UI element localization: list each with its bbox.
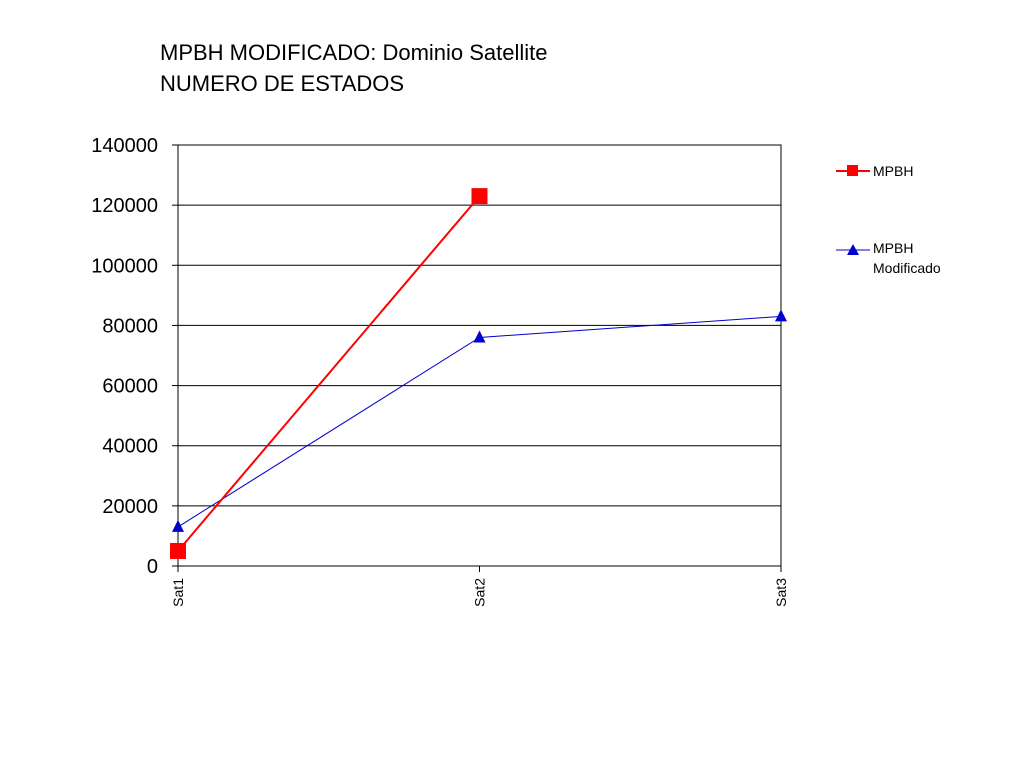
y-tick-label: 80000 bbox=[102, 315, 158, 337]
x-tick-label: Sat2 bbox=[472, 578, 488, 607]
chart-title-line-2: NUMERO DE ESTADOS bbox=[160, 71, 405, 96]
gridlines bbox=[178, 144, 781, 567]
series-group bbox=[170, 188, 787, 559]
y-tick-label: 60000 bbox=[102, 376, 158, 398]
legend-label-mpbh: MPBH bbox=[873, 163, 913, 179]
y-tick-label: 120000 bbox=[91, 195, 158, 217]
x-tick-label: Sat3 bbox=[773, 578, 789, 607]
legend-marker-mpbh-modificado bbox=[847, 244, 859, 255]
y-tick-label: 40000 bbox=[102, 436, 158, 458]
data-point-mpbh bbox=[471, 188, 488, 205]
y-tick-label: 20000 bbox=[102, 496, 158, 518]
series-line-mpbh-modificado bbox=[177, 315, 782, 528]
legend: MPBH MPBH Modificado bbox=[836, 163, 941, 276]
y-tick-label: 100000 bbox=[91, 255, 158, 277]
y-tick-label: 140000 bbox=[91, 135, 158, 157]
chart-title: MPBH MODIFICADO: Dominio Satellite NUMER… bbox=[160, 37, 548, 99]
legend-label-mpbh-modificado-line-1: MPBH bbox=[873, 240, 913, 256]
x-tick-label: Sat1 bbox=[170, 578, 186, 607]
chart-title-line-1: MPBH MODIFICADO: Dominio Satellite bbox=[160, 40, 548, 65]
data-point-mpbh-modificado bbox=[473, 330, 486, 343]
plot-area bbox=[177, 144, 782, 567]
y-axis: 0 20000 40000 60000 80000 100000 120000 140000 bbox=[91, 135, 178, 578]
legend-marker-mpbh bbox=[847, 165, 858, 176]
x-axis: Sat1 Sat2 Sat3 bbox=[170, 566, 789, 607]
data-point-mpbh-modificado bbox=[172, 519, 184, 532]
series-line-mpbh bbox=[177, 195, 481, 552]
legend-label-mpbh-modificado-line-2: Modificado bbox=[873, 260, 941, 276]
data-point-mpbh-modificado bbox=[775, 309, 787, 322]
y-tick-label: 0 bbox=[147, 556, 158, 578]
data-point-mpbh bbox=[170, 542, 186, 559]
